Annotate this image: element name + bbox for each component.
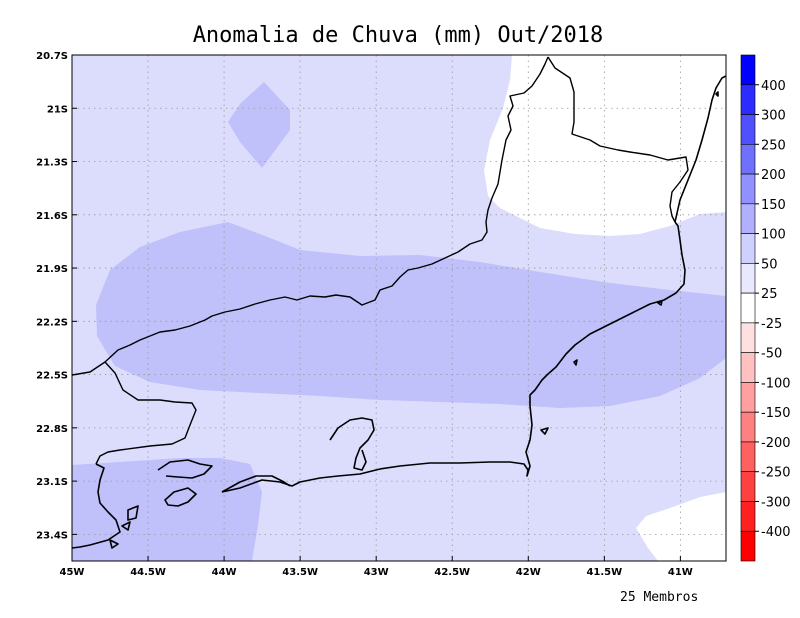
x-tick-label: 41.5W xyxy=(586,567,622,578)
x-tick-label: 42W xyxy=(516,567,541,578)
map-plot-area xyxy=(72,55,726,561)
colorbar-label: 100 xyxy=(761,228,786,243)
state-border-rio-espirito-santo xyxy=(547,56,689,223)
colorbar-swatch xyxy=(740,84,756,115)
colorbar-swatch xyxy=(740,54,756,86)
ensemble-members-note: 25 Membros xyxy=(620,590,698,605)
x-tick-label: 42.5W xyxy=(434,567,470,578)
x-tick-label: 44W xyxy=(212,567,237,578)
y-tick-label: 21.6S xyxy=(36,211,68,222)
x-tick-label: 43.5W xyxy=(282,567,318,578)
y-tick-label: 23.4S xyxy=(36,530,68,541)
coastline-espirito-santo xyxy=(674,75,726,223)
coastline-ilha-grande xyxy=(109,487,197,549)
y-tick-label: 21.9S xyxy=(36,264,68,275)
y-tick-label: 21S xyxy=(47,104,68,115)
colorbar-label: -400 xyxy=(761,525,791,540)
colorbar-label: 50 xyxy=(761,257,778,272)
y-tick-label: 22.2S xyxy=(36,317,68,328)
y-tick-label: 21.3S xyxy=(36,158,68,169)
colorbar-label: 400 xyxy=(761,79,786,94)
colorbar-label: 25 xyxy=(761,287,778,302)
colorbar-label: -300 xyxy=(761,495,791,510)
anomaly-mid-region-southwest xyxy=(72,458,262,561)
colorbar-swatch xyxy=(740,114,756,145)
x-tick-label: 41W xyxy=(668,567,693,578)
colorbar-swatch xyxy=(740,441,756,473)
colorbar-swatch xyxy=(740,233,756,264)
colorbar-label: -250 xyxy=(761,466,791,481)
colorbar-label: -150 xyxy=(761,406,791,421)
colorbar-swatch xyxy=(740,352,756,383)
coastline-cabo-frio-islets xyxy=(540,91,719,435)
y-tick-label: 22.8S xyxy=(36,424,68,435)
longitude-tick-labels: 45W 44.5W 44W 43.5W 43W 42.5W 42W 41.5W 41W xyxy=(60,556,693,578)
anomaly-low-region-southeast xyxy=(636,492,726,561)
colorbar-label: 150 xyxy=(761,198,786,213)
anomaly-low-region-north xyxy=(484,55,726,236)
x-tick-label: 43W xyxy=(364,567,389,578)
y-tick-label: 20.7S xyxy=(36,51,68,62)
coastline-sepetiba-bay xyxy=(157,459,291,493)
y-tick-label: 23.1S xyxy=(36,477,68,488)
y-tick-label: 22.5S xyxy=(36,371,68,382)
colorbar-label: -100 xyxy=(761,376,791,391)
colorbar-swatch xyxy=(740,143,756,175)
coastline-mainland xyxy=(72,221,686,549)
colorbar-swatch xyxy=(740,411,756,443)
map-frame xyxy=(71,54,727,562)
colorbar-label: 250 xyxy=(761,138,786,153)
anomaly-mid-region-diamond xyxy=(228,82,290,168)
colorbar-label: -200 xyxy=(761,436,791,451)
colorbar-swatch xyxy=(740,501,756,532)
colorbar-swatch xyxy=(740,530,756,562)
x-tick-label: 45W xyxy=(60,567,85,578)
colorbar: 400 300 250 200 150 100 50 25 -25 -50 -100 -150 -200… xyxy=(740,54,791,562)
coastline-guanabara-bay xyxy=(329,417,375,471)
colorbar-swatch xyxy=(740,322,756,353)
colorbar-swatch xyxy=(740,382,756,413)
latitude-tick-labels: 20.7S 21S 21.3S 21.6S 21.9S 22.2S 22.5S 22.8S 23… xyxy=(36,51,77,541)
anomaly-mid-region-central xyxy=(96,222,726,408)
colorbar-swatch xyxy=(740,173,756,205)
x-tick-label: 44.5W xyxy=(130,567,166,578)
map-title: Anomalia de Chuva (mm) Out/2018 xyxy=(193,23,604,48)
colorbar-label: -50 xyxy=(761,347,782,362)
colorbar-swatch xyxy=(740,263,756,294)
colorbar-swatch xyxy=(740,292,756,324)
colorbar-swatch xyxy=(740,203,756,234)
colorbar-swatch xyxy=(740,471,756,502)
state-border-rio-minas xyxy=(72,56,549,376)
colorbar-label: 200 xyxy=(761,168,786,183)
colorbar-label: 300 xyxy=(761,109,786,124)
state-border-rio-sao-paulo xyxy=(95,361,197,465)
colorbar-label: -25 xyxy=(761,317,782,332)
